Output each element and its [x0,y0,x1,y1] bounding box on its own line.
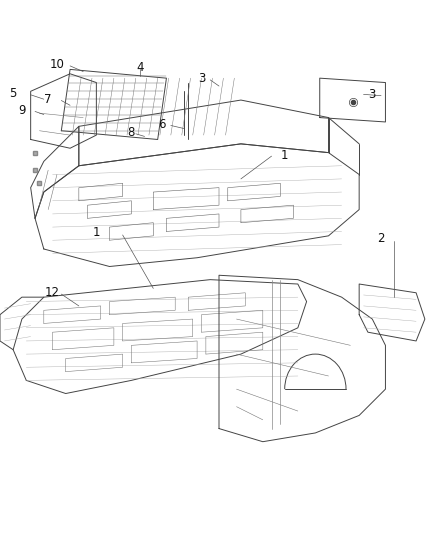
Text: 3: 3 [198,71,205,85]
Text: 7: 7 [44,93,52,106]
Text: 8: 8 [128,126,135,139]
Text: 1: 1 [281,149,289,162]
Text: 12: 12 [45,286,60,300]
Text: 6: 6 [158,118,166,131]
Text: 9: 9 [18,103,26,117]
Text: 2: 2 [377,231,385,245]
Text: 3: 3 [369,88,376,101]
Text: 5: 5 [10,87,17,100]
Text: 10: 10 [49,58,64,71]
Text: 4: 4 [136,61,144,74]
Text: 1: 1 [92,226,100,239]
